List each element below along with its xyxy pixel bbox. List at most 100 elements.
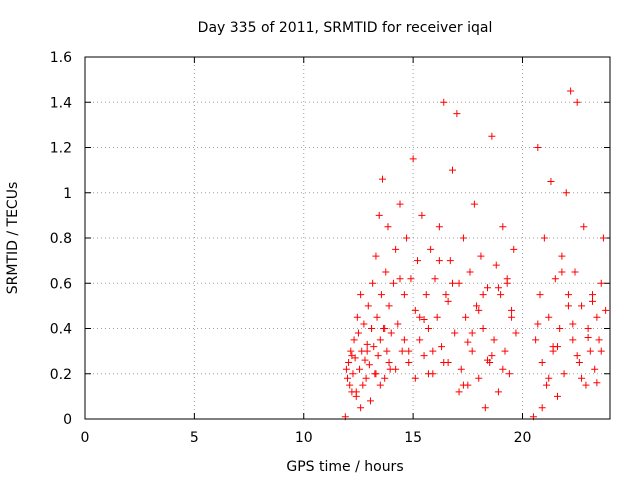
- data-point: [479, 325, 487, 332]
- data-point: [370, 343, 378, 351]
- data-point: [416, 336, 424, 344]
- data-point: [342, 365, 350, 373]
- data-point: [562, 189, 570, 197]
- data-point: [499, 223, 507, 231]
- data-point: [420, 315, 428, 323]
- data-point: [357, 291, 365, 299]
- data-point: [554, 392, 561, 400]
- data-point: [449, 166, 456, 174]
- data-point: [411, 306, 419, 314]
- data-point: [571, 268, 579, 276]
- data-point: [376, 381, 384, 389]
- data-point: [538, 404, 546, 412]
- data-point: [385, 358, 393, 366]
- data-point: [352, 388, 360, 396]
- data-point: [510, 245, 518, 253]
- data-point: [501, 347, 509, 355]
- data-point: [394, 320, 402, 328]
- data-point: [475, 374, 483, 382]
- data-point: [444, 297, 452, 305]
- data-point: [373, 313, 381, 321]
- data-point: [551, 275, 559, 283]
- data-point: [429, 347, 437, 355]
- data-point: [396, 200, 404, 208]
- data-point: [353, 313, 361, 321]
- data-point: [569, 336, 577, 344]
- data-point: [414, 257, 421, 265]
- data-point: [538, 358, 546, 366]
- data-point: [484, 356, 491, 364]
- data-point: [449, 279, 456, 287]
- data-point: [345, 358, 353, 366]
- data-point: [381, 374, 389, 382]
- data-point: [573, 352, 581, 360]
- data-point: [547, 177, 555, 185]
- data-point: [350, 336, 358, 344]
- data-point: [411, 374, 419, 382]
- data-point: [560, 370, 568, 378]
- data-point: [433, 313, 441, 321]
- data-point: [396, 275, 404, 283]
- data-point: [366, 397, 374, 405]
- x-tick-label: 0: [81, 430, 90, 446]
- data-point: [348, 352, 356, 360]
- data-point: [589, 297, 596, 305]
- data-point: [435, 257, 443, 265]
- data-point: [584, 325, 592, 332]
- tick-labels: 0 5 10 15 20 0 0.2 0.4 0.6 0.8 1 1.2 1.4 1.6: [50, 50, 532, 446]
- data-point: [382, 268, 390, 276]
- data-point: [505, 370, 513, 378]
- data-point: [365, 361, 373, 369]
- data-point: [508, 313, 516, 321]
- data-point: [459, 381, 467, 389]
- grid: [85, 57, 610, 419]
- data-point: [468, 329, 476, 337]
- data-point: [543, 381, 551, 389]
- data-point: [589, 291, 596, 299]
- data-point: [360, 320, 368, 328]
- data-point: [442, 291, 450, 299]
- data-point: [451, 329, 459, 337]
- data-point: [584, 334, 592, 342]
- data-point: [593, 379, 601, 387]
- data-point: [359, 381, 367, 389]
- y-tick-label: 0.2: [50, 367, 72, 383]
- data-point: [593, 313, 601, 321]
- data-point: [347, 347, 355, 355]
- data-point: [573, 98, 581, 106]
- data-point: [591, 365, 599, 373]
- x-tick-label: 20: [514, 430, 532, 446]
- data-point: [558, 268, 566, 276]
- data-point: [409, 155, 417, 163]
- data-point: [578, 374, 586, 382]
- y-tick-label: 0.8: [50, 231, 72, 247]
- data-point: [484, 284, 491, 292]
- data-point: [372, 370, 380, 378]
- data-point: [492, 261, 500, 269]
- data-point: [375, 211, 383, 219]
- data-point: [387, 329, 395, 337]
- data-point: [475, 306, 483, 314]
- y-tick-label: 0.6: [50, 276, 72, 292]
- data-point: [354, 329, 362, 337]
- data-point: [540, 234, 548, 242]
- data-point: [400, 291, 408, 299]
- data-point: [361, 356, 369, 364]
- data-point: [440, 98, 448, 106]
- data-point: [534, 144, 542, 151]
- data-point: [376, 336, 384, 344]
- data-point: [364, 302, 372, 310]
- data-point: [503, 279, 511, 287]
- data-point: [422, 291, 430, 299]
- data-point: [459, 234, 467, 242]
- data-point: [580, 223, 588, 231]
- data-point: [477, 252, 485, 260]
- data-point: [356, 365, 364, 373]
- x-axis-label: GPS time / hours: [286, 459, 403, 475]
- data-point: [398, 347, 406, 355]
- data-point: [586, 347, 594, 355]
- data-point: [381, 325, 389, 332]
- data-point: [462, 313, 470, 321]
